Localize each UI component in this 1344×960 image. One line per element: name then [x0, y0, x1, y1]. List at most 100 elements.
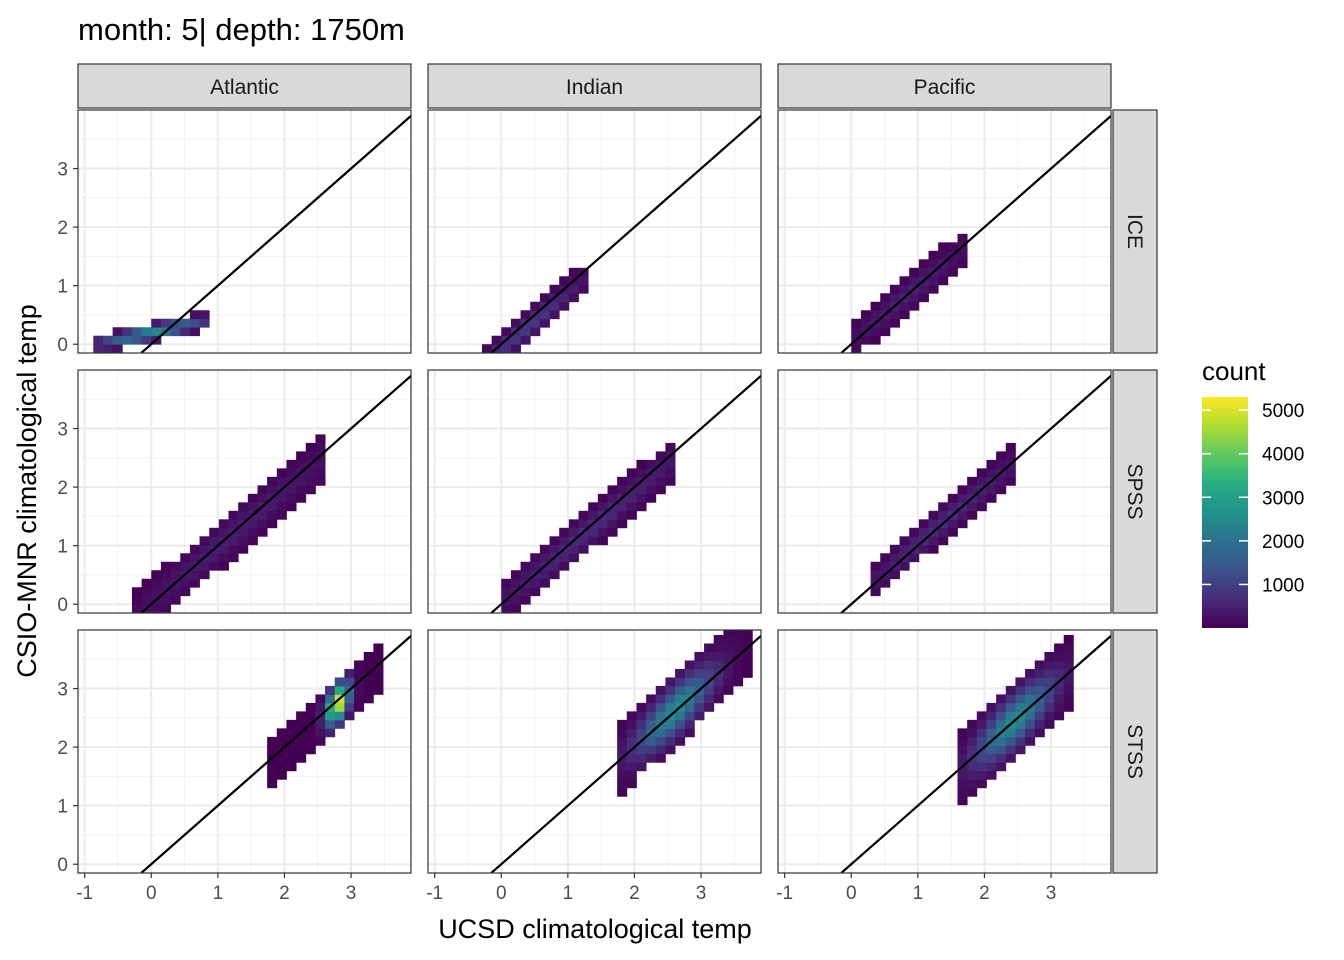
- heatmap-cell: [180, 561, 191, 571]
- heatmap-cell: [1015, 719, 1026, 729]
- heatmap-cell: [967, 476, 978, 486]
- heatmap-cell: [928, 536, 939, 546]
- heatmap-cell: [354, 668, 365, 678]
- heatmap-cell: [218, 544, 229, 554]
- heatmap-cell: [909, 553, 920, 563]
- x-tick-label: 1: [563, 883, 574, 904]
- heatmap-cell: [1054, 702, 1065, 712]
- heatmap-cell: [626, 468, 637, 478]
- heatmap-cell: [228, 553, 239, 563]
- heatmap-cell: [938, 250, 949, 260]
- heatmap-cell: [947, 493, 958, 503]
- heatmap-cell: [257, 493, 268, 503]
- heatmap-cell: [160, 318, 171, 328]
- heatmap-cell: [938, 276, 949, 286]
- y-tick-label: 1: [57, 277, 68, 298]
- heatmap-cell: [655, 702, 666, 712]
- heatmap-cell: [870, 327, 881, 337]
- heatmap-cell: [549, 570, 560, 580]
- heatmap-cell: [665, 728, 676, 738]
- heatmap-cell: [742, 668, 753, 678]
- heatmap-cell: [1015, 745, 1026, 755]
- heatmap-cell: [704, 694, 715, 704]
- heatmap-cell: [568, 527, 579, 537]
- heatmap-cell: [626, 779, 637, 789]
- heatmap-cell: [315, 476, 326, 486]
- heatmap-cell: [209, 553, 220, 563]
- heatmap-cell: [228, 536, 239, 546]
- heatmap-cell: [501, 587, 512, 597]
- panel-atlantic-stss: 0 1 2 3 -1 0 1 2 3: [57, 629, 412, 904]
- heatmap-cell: [180, 553, 191, 563]
- facet-strip-spss: [1112, 369, 1158, 614]
- heatmap-cell: [1005, 702, 1016, 712]
- heatmap-cell: [928, 510, 939, 520]
- heatmap-cell: [305, 485, 316, 495]
- heatmap-cell: [344, 668, 355, 678]
- heatmap-cell: [996, 736, 1007, 746]
- heatmap-cell: [325, 728, 336, 738]
- heatmap-cell: [636, 459, 647, 469]
- heatmap-cell: [1005, 694, 1016, 704]
- heatmap-cell: [373, 677, 384, 687]
- heatmap-cell: [539, 570, 550, 580]
- heatmap-cell: [646, 493, 657, 503]
- heatmap-cell: [1063, 694, 1074, 704]
- heatmap-cell: [189, 578, 200, 588]
- heatmap-cell: [199, 536, 210, 546]
- heatmap-cell: [131, 612, 143, 613]
- heatmap-cell: [559, 276, 570, 286]
- heatmap-cell: [1044, 711, 1055, 721]
- heatmap-cell: [160, 595, 171, 605]
- heatmap-cell: [1025, 711, 1036, 721]
- heatmap-cell: [559, 527, 570, 537]
- heatmap-cell: [646, 702, 657, 712]
- heatmap-cell: [899, 544, 910, 554]
- heatmap-cell: [655, 711, 666, 721]
- heatmap-cell: [151, 570, 162, 580]
- heatmap-cell: [286, 468, 297, 478]
- heatmap-cell: [880, 578, 891, 588]
- panel-indian-stss: -1 0 1 2 3: [426, 629, 762, 904]
- heatmap-cell: [1005, 736, 1016, 746]
- heatmap-cell: [218, 553, 229, 563]
- heatmap-cell: [928, 250, 939, 260]
- heatmap-cell: [967, 770, 978, 780]
- heatmap-cell: [996, 711, 1007, 721]
- legend-title: count: [1202, 356, 1266, 386]
- heatmap-cell: [267, 745, 278, 755]
- heatmap-cell: [520, 587, 531, 597]
- heatmap-cell: [880, 561, 891, 571]
- heatmap-cell: [363, 651, 374, 661]
- heatmap-cell: [510, 604, 521, 613]
- heatmap-cell: [170, 561, 181, 571]
- panel-border: [77, 629, 412, 874]
- heatmap-cell: [305, 702, 316, 712]
- heatmap-cell: [928, 544, 939, 554]
- heatmap-cell: [733, 630, 744, 636]
- heatmap-cell: [713, 685, 724, 695]
- heatmap-cell: [141, 578, 152, 588]
- heatmap-cell: [286, 459, 297, 469]
- heatmap-cell: [704, 660, 715, 670]
- heatmap-cell: [870, 301, 881, 311]
- heatmap-cell: [315, 702, 326, 712]
- heatmap-cell: [713, 651, 724, 661]
- heatmap-cell: [296, 711, 307, 721]
- heatmap-cell: [578, 536, 589, 546]
- heatmap-cell: [694, 711, 705, 721]
- heatmap-cell: [684, 702, 695, 712]
- heatmap-cell: [967, 502, 978, 512]
- panel-pacific-stss: -1 0 1 2 3: [776, 629, 1112, 904]
- heatmap-cell: [170, 587, 181, 597]
- heatmap-cell: [626, 762, 637, 772]
- heatmap-cell: [189, 318, 200, 328]
- heatmap-cell: [986, 459, 997, 469]
- heatmap-cell: [1034, 719, 1045, 729]
- heatmap-cell: [986, 493, 997, 503]
- heatmap-cell: [520, 310, 531, 320]
- heatmap-cell: [675, 719, 686, 729]
- heatmap-cell: [646, 459, 657, 469]
- heatmap-cell: [617, 736, 628, 746]
- heatmap-cell: [976, 502, 987, 512]
